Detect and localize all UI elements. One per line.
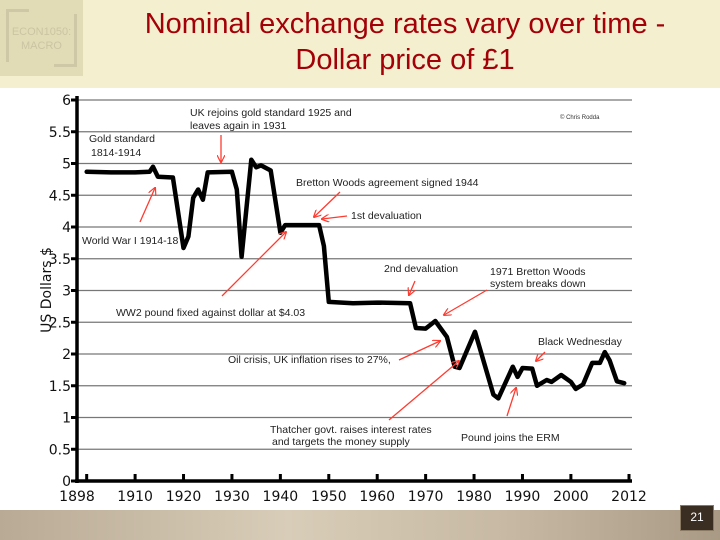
series-line bbox=[84, 157, 627, 401]
title-line-1: Nominal exchange rates vary over time - bbox=[144, 8, 666, 40]
y-tick-label: 1.5 bbox=[49, 379, 71, 395]
annotation-1st-devaluation: 1st devaluation bbox=[351, 210, 422, 222]
y-tick-label: 5.5 bbox=[49, 125, 71, 141]
y-tick-label: 3 bbox=[62, 284, 71, 300]
annotation-2nd-devaluation: 2nd devaluation bbox=[384, 263, 458, 275]
footer-image-strip bbox=[0, 510, 720, 540]
arrow-ww2 bbox=[221, 232, 286, 297]
annotation-ww1: World War I 1914-18 bbox=[82, 235, 178, 247]
y-tick-label: 3.5 bbox=[49, 252, 71, 268]
arrow-oil bbox=[398, 341, 440, 361]
y-tick-label: 2.5 bbox=[49, 315, 71, 331]
page-number: 21 bbox=[680, 505, 714, 531]
arrow-black-wednesday bbox=[536, 351, 546, 361]
x-tick-label: 1960 bbox=[359, 489, 395, 505]
arrow-ww1 bbox=[139, 188, 155, 223]
annotation-ww2: WW2 pound fixed against dollar at $4.03 bbox=[116, 307, 305, 319]
exchange-rate-chart: 0 0.5 1 1.5 2 2.5 3 3.5 4 4.5 5 5.5 6 1898 1910 1920 193… bbox=[39, 93, 647, 505]
title-line-2: Dollar price of £1 bbox=[295, 44, 515, 76]
y-axis-label: US Dollars $ bbox=[39, 247, 55, 333]
annotation-uk-rejoins: UK rejoins gold standard 1925 and leaves … bbox=[190, 107, 352, 132]
annotation-black-wednesday: Black Wednesday bbox=[538, 336, 623, 348]
y-tick-label: 1 bbox=[62, 411, 71, 427]
y-tick-label: 0 bbox=[62, 474, 71, 490]
y-tick-label: 4.5 bbox=[49, 188, 71, 204]
annotation-1971: 1971 Bretton Woods system breaks down bbox=[490, 266, 586, 290]
annotation-gold-standard: Gold standard 1814-1914 bbox=[89, 133, 155, 159]
arrow-thatcher bbox=[388, 361, 459, 421]
arrow-bretton-woods bbox=[314, 191, 341, 217]
x-tick-label: 1940 bbox=[263, 489, 299, 505]
y-tick-label: 2 bbox=[62, 347, 71, 363]
x-tick-label: 1930 bbox=[214, 489, 250, 505]
x-tick-label: 1920 bbox=[166, 489, 202, 505]
y-tick-label: 4 bbox=[62, 220, 71, 236]
x-tick-label: 2012 bbox=[611, 489, 647, 505]
x-tick-label: 2000 bbox=[553, 489, 589, 505]
annotation-erm: Pound joins the ERM bbox=[461, 432, 560, 444]
y-tick-label: 0.5 bbox=[49, 442, 71, 458]
arrow-erm bbox=[506, 388, 516, 417]
y-tick-label: 5 bbox=[62, 157, 71, 173]
annotation-bretton-woods: Bretton Woods agreement signed 1944 bbox=[296, 177, 479, 189]
arrow-dev2 bbox=[409, 280, 416, 295]
annotation-thatcher: Thatcher govt. raises interest rates and … bbox=[270, 424, 432, 448]
x-tick-label: 1898 bbox=[59, 489, 95, 505]
x-tick-label: 1970 bbox=[408, 489, 444, 505]
chart-background bbox=[0, 88, 720, 510]
logo-bracket bbox=[54, 14, 77, 67]
y-tick-label: 6 bbox=[62, 93, 71, 109]
x-tick-label: 1980 bbox=[456, 489, 492, 505]
arrow-dev1 bbox=[322, 216, 348, 219]
x-tick-label: 1990 bbox=[505, 489, 541, 505]
course-logo: ECON1050: MACRO bbox=[0, 0, 83, 76]
slide-title: Nominal exchange rates vary over time - … bbox=[90, 6, 720, 78]
x-tick-label: 1950 bbox=[311, 489, 347, 505]
arrow-bw71 bbox=[444, 289, 488, 315]
annotation-oil-crisis: Oil crisis, UK inflation rises to 27%, bbox=[228, 354, 391, 366]
x-tick-label: 1910 bbox=[117, 489, 153, 505]
credit-text: © Chris Rodda bbox=[560, 114, 600, 121]
logo-text: ECON1050: MACRO bbox=[11, 26, 72, 52]
logo-bracket bbox=[6, 9, 29, 62]
